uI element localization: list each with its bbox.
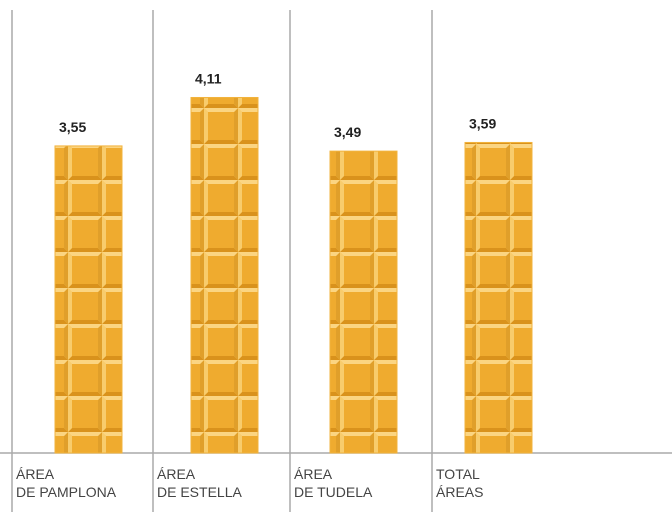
- bar: [464, 141, 533, 454]
- bar: [190, 96, 259, 454]
- category-label: DE TUDELA: [294, 484, 373, 500]
- value-label: 3,59: [469, 115, 496, 131]
- category-label: ÁREA: [16, 466, 55, 482]
- value-label: 4,11: [195, 70, 222, 86]
- category-label: DE PAMPLONA: [16, 484, 117, 500]
- category-label: ÁREA: [157, 466, 196, 482]
- category-label: ÁREA: [294, 466, 333, 482]
- value-label: 3,49: [334, 124, 361, 140]
- category-label: DE ESTELLA: [157, 484, 242, 500]
- category-label: TOTAL: [436, 466, 480, 482]
- bar: [329, 150, 398, 454]
- bar: [54, 145, 123, 454]
- value-label: 3,55: [59, 119, 86, 135]
- category-label: ÁREAS: [436, 484, 483, 500]
